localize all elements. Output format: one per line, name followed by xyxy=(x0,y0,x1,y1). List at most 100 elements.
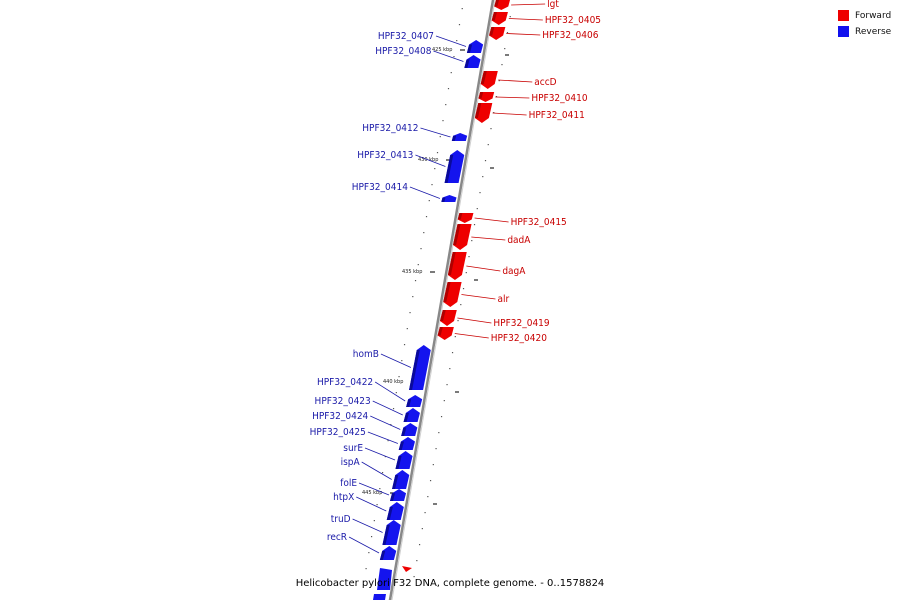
gene-shade-HPF32_0411 xyxy=(474,103,482,118)
minor-tick xyxy=(427,496,429,498)
leader-line xyxy=(364,447,396,461)
minor-tick xyxy=(413,576,415,578)
gene-shade-alr xyxy=(443,282,451,302)
legend-item-forward: Forward xyxy=(838,8,898,23)
leader-line xyxy=(498,79,533,83)
minor-tick xyxy=(456,40,458,42)
gene-shade-surE xyxy=(395,456,402,469)
gene-shade-HPF32_0422 xyxy=(406,399,412,407)
gene-HPF32_0425 xyxy=(398,437,415,450)
minor-tick xyxy=(471,240,473,242)
gene-folE xyxy=(389,489,407,501)
leader-line xyxy=(352,518,383,533)
gene-partial-reverse xyxy=(377,568,392,590)
minor-tick xyxy=(439,136,441,138)
leader-line xyxy=(358,482,390,496)
gene-label-truD: truD xyxy=(331,514,351,525)
gene-shade-HPF32_0412 xyxy=(451,135,457,141)
minor-tick xyxy=(465,272,467,274)
minor-tick xyxy=(468,256,470,258)
minor-tick xyxy=(379,488,381,490)
legend-item-reverse: Reverse xyxy=(838,24,898,39)
minor-tick xyxy=(392,408,395,410)
gene-HPF32_0408 xyxy=(464,55,481,68)
minor-tick xyxy=(451,352,454,354)
minor-tick xyxy=(421,528,423,530)
gene-shade-HPF32_0424 xyxy=(401,427,407,436)
gene-label-HPF32_0422: HPF32_0422 xyxy=(317,377,373,388)
gene-label-HPF32_0406: HPF32_0406 xyxy=(542,30,598,41)
gene-shade-truD xyxy=(382,525,390,545)
gene-label-lgt: lgt xyxy=(547,0,559,10)
minor-tick xyxy=(365,568,367,570)
gene-HPF32_0412 xyxy=(451,133,468,141)
leader-line xyxy=(511,3,546,6)
minor-tick xyxy=(417,264,419,266)
gene-shade-HPF32_0407 xyxy=(466,44,473,53)
gene-label-recR: recR xyxy=(327,532,347,543)
gene-label-ispA: ispA xyxy=(341,457,361,468)
backbone-line xyxy=(388,0,495,604)
minor-tick xyxy=(495,96,498,98)
gene-label-htpX: htpX xyxy=(333,492,354,503)
gene-shade-HPF32_0414 xyxy=(441,197,446,202)
minor-tick xyxy=(423,232,425,234)
minor-tick xyxy=(449,368,451,370)
leader-line xyxy=(435,35,467,47)
minor-tick xyxy=(462,288,465,290)
gene-shade-dadA xyxy=(453,224,461,245)
leader-line xyxy=(370,415,401,430)
minor-tick xyxy=(454,336,456,338)
minor-tick xyxy=(498,80,500,82)
minor-tick xyxy=(384,456,386,458)
gene-HPF32_0423 xyxy=(403,408,420,422)
leader-line xyxy=(420,127,451,138)
gene-HPF32_0422 xyxy=(406,395,423,407)
leader-line xyxy=(356,496,387,512)
minor-tick xyxy=(473,224,476,226)
gene-shade-HPF32_0405 xyxy=(491,12,497,21)
leader-line xyxy=(433,50,464,62)
gene-label-HPF32_0420: HPF32_0420 xyxy=(491,333,547,344)
gene-shade-folE xyxy=(389,493,396,501)
leader-line xyxy=(495,96,530,99)
legend-label-forward: Forward xyxy=(855,10,892,21)
genome-caption: Helicobacter pylori F32 DNA, complete ge… xyxy=(295,578,605,589)
minor-tick xyxy=(446,384,448,386)
minor-tick xyxy=(376,504,378,506)
minor-tick xyxy=(434,168,436,170)
legend-swatch-forward xyxy=(838,10,849,21)
coordinate-label: 425 kbp xyxy=(432,47,452,53)
minor-tick xyxy=(490,128,492,130)
gene-shade-HPF32_0410 xyxy=(478,92,484,99)
gene-label-HPF32_0424: HPF32_0424 xyxy=(312,411,368,422)
gene-shade-htpX xyxy=(386,507,393,520)
gene-shade-recR xyxy=(379,550,386,560)
minor-tick xyxy=(370,536,373,538)
gene-recR xyxy=(379,546,397,560)
gene-label-folE: folE xyxy=(340,478,357,489)
gene-label-accD: accD xyxy=(534,77,556,88)
legend-label-reverse: Reverse xyxy=(855,26,892,37)
minor-tick xyxy=(390,424,392,426)
minor-tick xyxy=(381,472,384,474)
leader-line xyxy=(471,236,506,241)
gene-shade-ispA xyxy=(392,475,399,489)
gene-surE xyxy=(395,451,413,469)
minor-tick xyxy=(443,400,445,402)
minor-tick xyxy=(509,16,511,18)
leader-line xyxy=(461,294,496,300)
minor-tick xyxy=(429,480,432,482)
minor-tick xyxy=(395,392,397,394)
gene-label-HPF32_0415: HPF32_0415 xyxy=(511,217,567,228)
leader-line xyxy=(374,381,406,402)
minor-tick xyxy=(445,104,447,106)
minor-tick xyxy=(442,120,444,122)
minor-tick xyxy=(414,280,417,282)
minor-tick xyxy=(428,200,430,202)
leader-line xyxy=(367,431,399,444)
minor-tick xyxy=(487,144,489,146)
gene-label-HPF32_0425: HPF32_0425 xyxy=(310,427,366,438)
minor-tick xyxy=(368,552,370,554)
